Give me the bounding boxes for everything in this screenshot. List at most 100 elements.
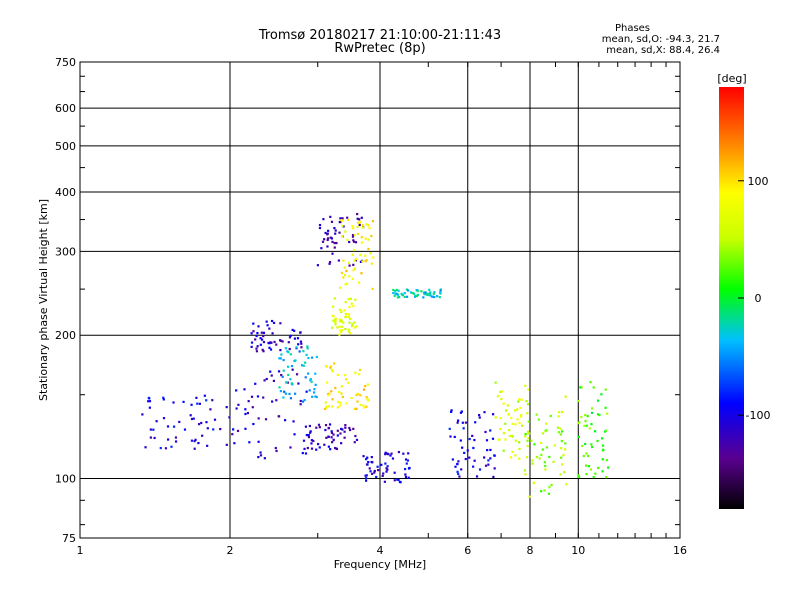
data-point bbox=[213, 418, 217, 421]
data-point bbox=[356, 225, 359, 228]
data-point bbox=[174, 440, 178, 443]
data-point bbox=[331, 398, 334, 401]
data-point bbox=[594, 472, 597, 475]
data-point bbox=[527, 403, 530, 406]
data-point bbox=[268, 346, 271, 349]
data-point bbox=[530, 439, 533, 442]
data-point bbox=[334, 229, 337, 232]
data-point bbox=[356, 217, 359, 220]
data-point bbox=[193, 447, 196, 450]
data-point bbox=[369, 252, 372, 255]
data-point bbox=[552, 460, 555, 463]
data-point bbox=[393, 479, 396, 482]
data-point bbox=[308, 389, 311, 392]
data-point bbox=[517, 400, 520, 403]
data-point bbox=[260, 338, 264, 341]
data-point bbox=[450, 409, 453, 412]
data-point bbox=[324, 424, 328, 427]
data-point bbox=[318, 226, 322, 230]
data-point bbox=[590, 411, 594, 415]
data-point bbox=[368, 227, 371, 230]
data-point bbox=[364, 384, 367, 388]
data-point bbox=[262, 340, 266, 344]
data-point bbox=[332, 433, 335, 436]
data-point bbox=[344, 424, 347, 427]
data-point bbox=[344, 327, 347, 331]
data-point bbox=[166, 438, 170, 441]
data-point bbox=[596, 439, 599, 443]
data-point bbox=[365, 458, 368, 461]
data-point bbox=[311, 395, 314, 398]
data-point bbox=[343, 274, 347, 277]
data-point bbox=[593, 430, 597, 433]
data-point bbox=[289, 353, 292, 356]
data-point bbox=[478, 468, 482, 471]
data-point bbox=[174, 436, 178, 439]
data-point bbox=[407, 467, 411, 470]
data-point bbox=[415, 294, 419, 298]
y-axis-title: Stationary phase Virtual Height [km] bbox=[37, 199, 50, 401]
data-point bbox=[257, 417, 260, 420]
data-point bbox=[252, 422, 255, 426]
data-point bbox=[277, 415, 281, 418]
data-point bbox=[255, 347, 258, 350]
data-point bbox=[458, 475, 461, 478]
data-point bbox=[504, 438, 507, 441]
data-point bbox=[296, 337, 300, 340]
data-point bbox=[328, 262, 331, 265]
data-point bbox=[516, 408, 519, 411]
data-point bbox=[325, 365, 328, 368]
data-point bbox=[491, 413, 495, 416]
data-point bbox=[604, 406, 607, 409]
data-point bbox=[314, 372, 317, 375]
data-point bbox=[407, 289, 410, 292]
data-point bbox=[336, 429, 339, 432]
data-point bbox=[286, 350, 289, 353]
data-point bbox=[504, 422, 507, 425]
data-point bbox=[355, 407, 358, 410]
data-point bbox=[326, 245, 329, 248]
data-point bbox=[307, 435, 311, 439]
data-point bbox=[590, 443, 593, 446]
data-point bbox=[564, 395, 567, 398]
data-point bbox=[472, 446, 475, 450]
data-point bbox=[531, 459, 534, 462]
data-point bbox=[586, 415, 589, 418]
data-point bbox=[340, 385, 343, 388]
data-point bbox=[288, 392, 291, 396]
data-point bbox=[487, 463, 490, 466]
data-point bbox=[340, 271, 344, 275]
data-point bbox=[356, 400, 359, 403]
data-point bbox=[365, 258, 368, 262]
data-point bbox=[461, 446, 464, 449]
data-point bbox=[275, 449, 278, 453]
data-point bbox=[365, 405, 368, 408]
data-point bbox=[531, 462, 534, 465]
data-point bbox=[235, 407, 238, 410]
data-point bbox=[281, 375, 284, 378]
data-point bbox=[362, 388, 366, 391]
data-point bbox=[347, 298, 350, 301]
data-point bbox=[368, 467, 371, 470]
data-point bbox=[342, 259, 345, 262]
data-point bbox=[428, 288, 431, 291]
data-point bbox=[356, 212, 359, 216]
data-point bbox=[349, 297, 352, 300]
data-point bbox=[293, 359, 296, 363]
data-point bbox=[190, 403, 193, 406]
data-point bbox=[259, 343, 262, 346]
data-point bbox=[256, 331, 259, 335]
data-point bbox=[299, 331, 302, 334]
colorbar-tick-label: 100 bbox=[748, 175, 769, 188]
data-point bbox=[280, 373, 283, 377]
data-point bbox=[287, 373, 290, 376]
data-point bbox=[313, 391, 316, 394]
data-point bbox=[393, 294, 396, 297]
data-point bbox=[347, 261, 351, 264]
data-point bbox=[578, 421, 581, 424]
data-point bbox=[539, 441, 543, 445]
data-point bbox=[353, 407, 356, 410]
data-point bbox=[351, 233, 355, 237]
data-point bbox=[339, 329, 342, 332]
data-point bbox=[516, 418, 519, 421]
